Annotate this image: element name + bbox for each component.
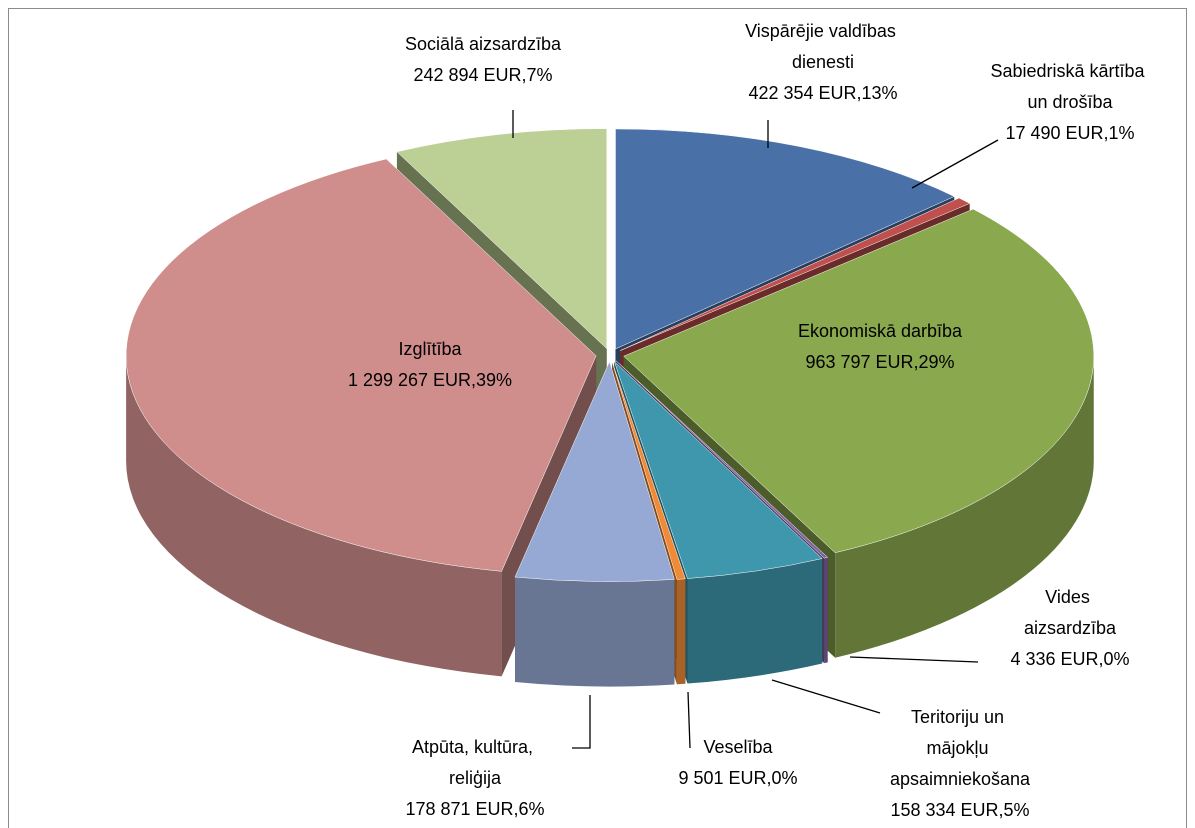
category-label: Veselība [703, 737, 773, 757]
label-line: Teritoriju un [911, 707, 1009, 727]
slice [125, 158, 597, 572]
slice-tops [125, 128, 1095, 582]
category-label: Sociālā aizsardzība [405, 34, 562, 54]
label-line: apsaimniekošana [890, 769, 1031, 789]
value-label: 158 334 EUR,5% [890, 800, 1029, 820]
value-label: 17 490 EUR,1% [1005, 123, 1134, 143]
label-line: Sabiedriskā kārtība [990, 61, 1149, 81]
label-line: Atpūta, kultūra, [412, 737, 538, 757]
value-label: 1 299 267 EUR,39% [348, 370, 512, 390]
slice [396, 128, 608, 350]
value-label: 963 797 EUR,29% [805, 352, 954, 372]
label-line: Izglītība [398, 339, 462, 359]
label-line: Vides [1045, 587, 1095, 607]
category-label: Sabiedriskā kārtība un drošība [990, 61, 1149, 112]
slice [614, 361, 823, 579]
leader-line [572, 695, 591, 749]
label-line: un drošība [1027, 92, 1113, 112]
label-line: mājokļu [926, 738, 993, 758]
label-line: Sociālā aizsardzība [405, 34, 562, 54]
slice [620, 197, 971, 351]
slice [611, 361, 686, 580]
value-label: 178 871 EUR,6% [405, 799, 544, 819]
category-label: Izglītība [398, 339, 462, 359]
value-label: 422 354 EUR,13% [748, 83, 897, 103]
category-label: Vispārējie valdības dienesti [745, 21, 901, 72]
label-line: dienesti [792, 52, 854, 72]
category-label: Atpūta, kultūra, reliģija [412, 737, 538, 788]
label-line: reliģija [449, 768, 502, 788]
leader-line [687, 691, 691, 749]
value-label: 4 336 EUR,0% [1010, 649, 1129, 669]
slice [623, 208, 1095, 553]
label-line: aizsardzība [1024, 618, 1117, 638]
slice [616, 360, 829, 559]
slice [615, 128, 955, 350]
label-line: Veselība [703, 737, 773, 757]
slice-side [824, 557, 828, 664]
label-line: Ekonomiskā darbība [798, 321, 963, 341]
slice-side [676, 578, 686, 685]
slice-side [126, 355, 502, 677]
category-label: Vides aizsardzība [1024, 587, 1117, 638]
slice-side [687, 558, 823, 684]
label-line: Vispārējie valdības [745, 21, 901, 41]
slice-side [515, 577, 675, 687]
category-label: Teritoriju un mājokļu apsaimniekošana [890, 707, 1031, 789]
leader-line [771, 679, 881, 714]
value-label: 9 501 EUR,0% [678, 768, 797, 788]
category-label: Ekonomiskā darbība [798, 321, 963, 341]
value-label: 242 894 EUR,7% [413, 65, 552, 85]
labels: Vispārējie valdības dienesti 422 354 EUR,… [348, 21, 1150, 820]
leader-line [911, 139, 999, 189]
slice-side [835, 356, 1094, 658]
leader-line [849, 656, 979, 663]
slice [514, 360, 675, 582]
